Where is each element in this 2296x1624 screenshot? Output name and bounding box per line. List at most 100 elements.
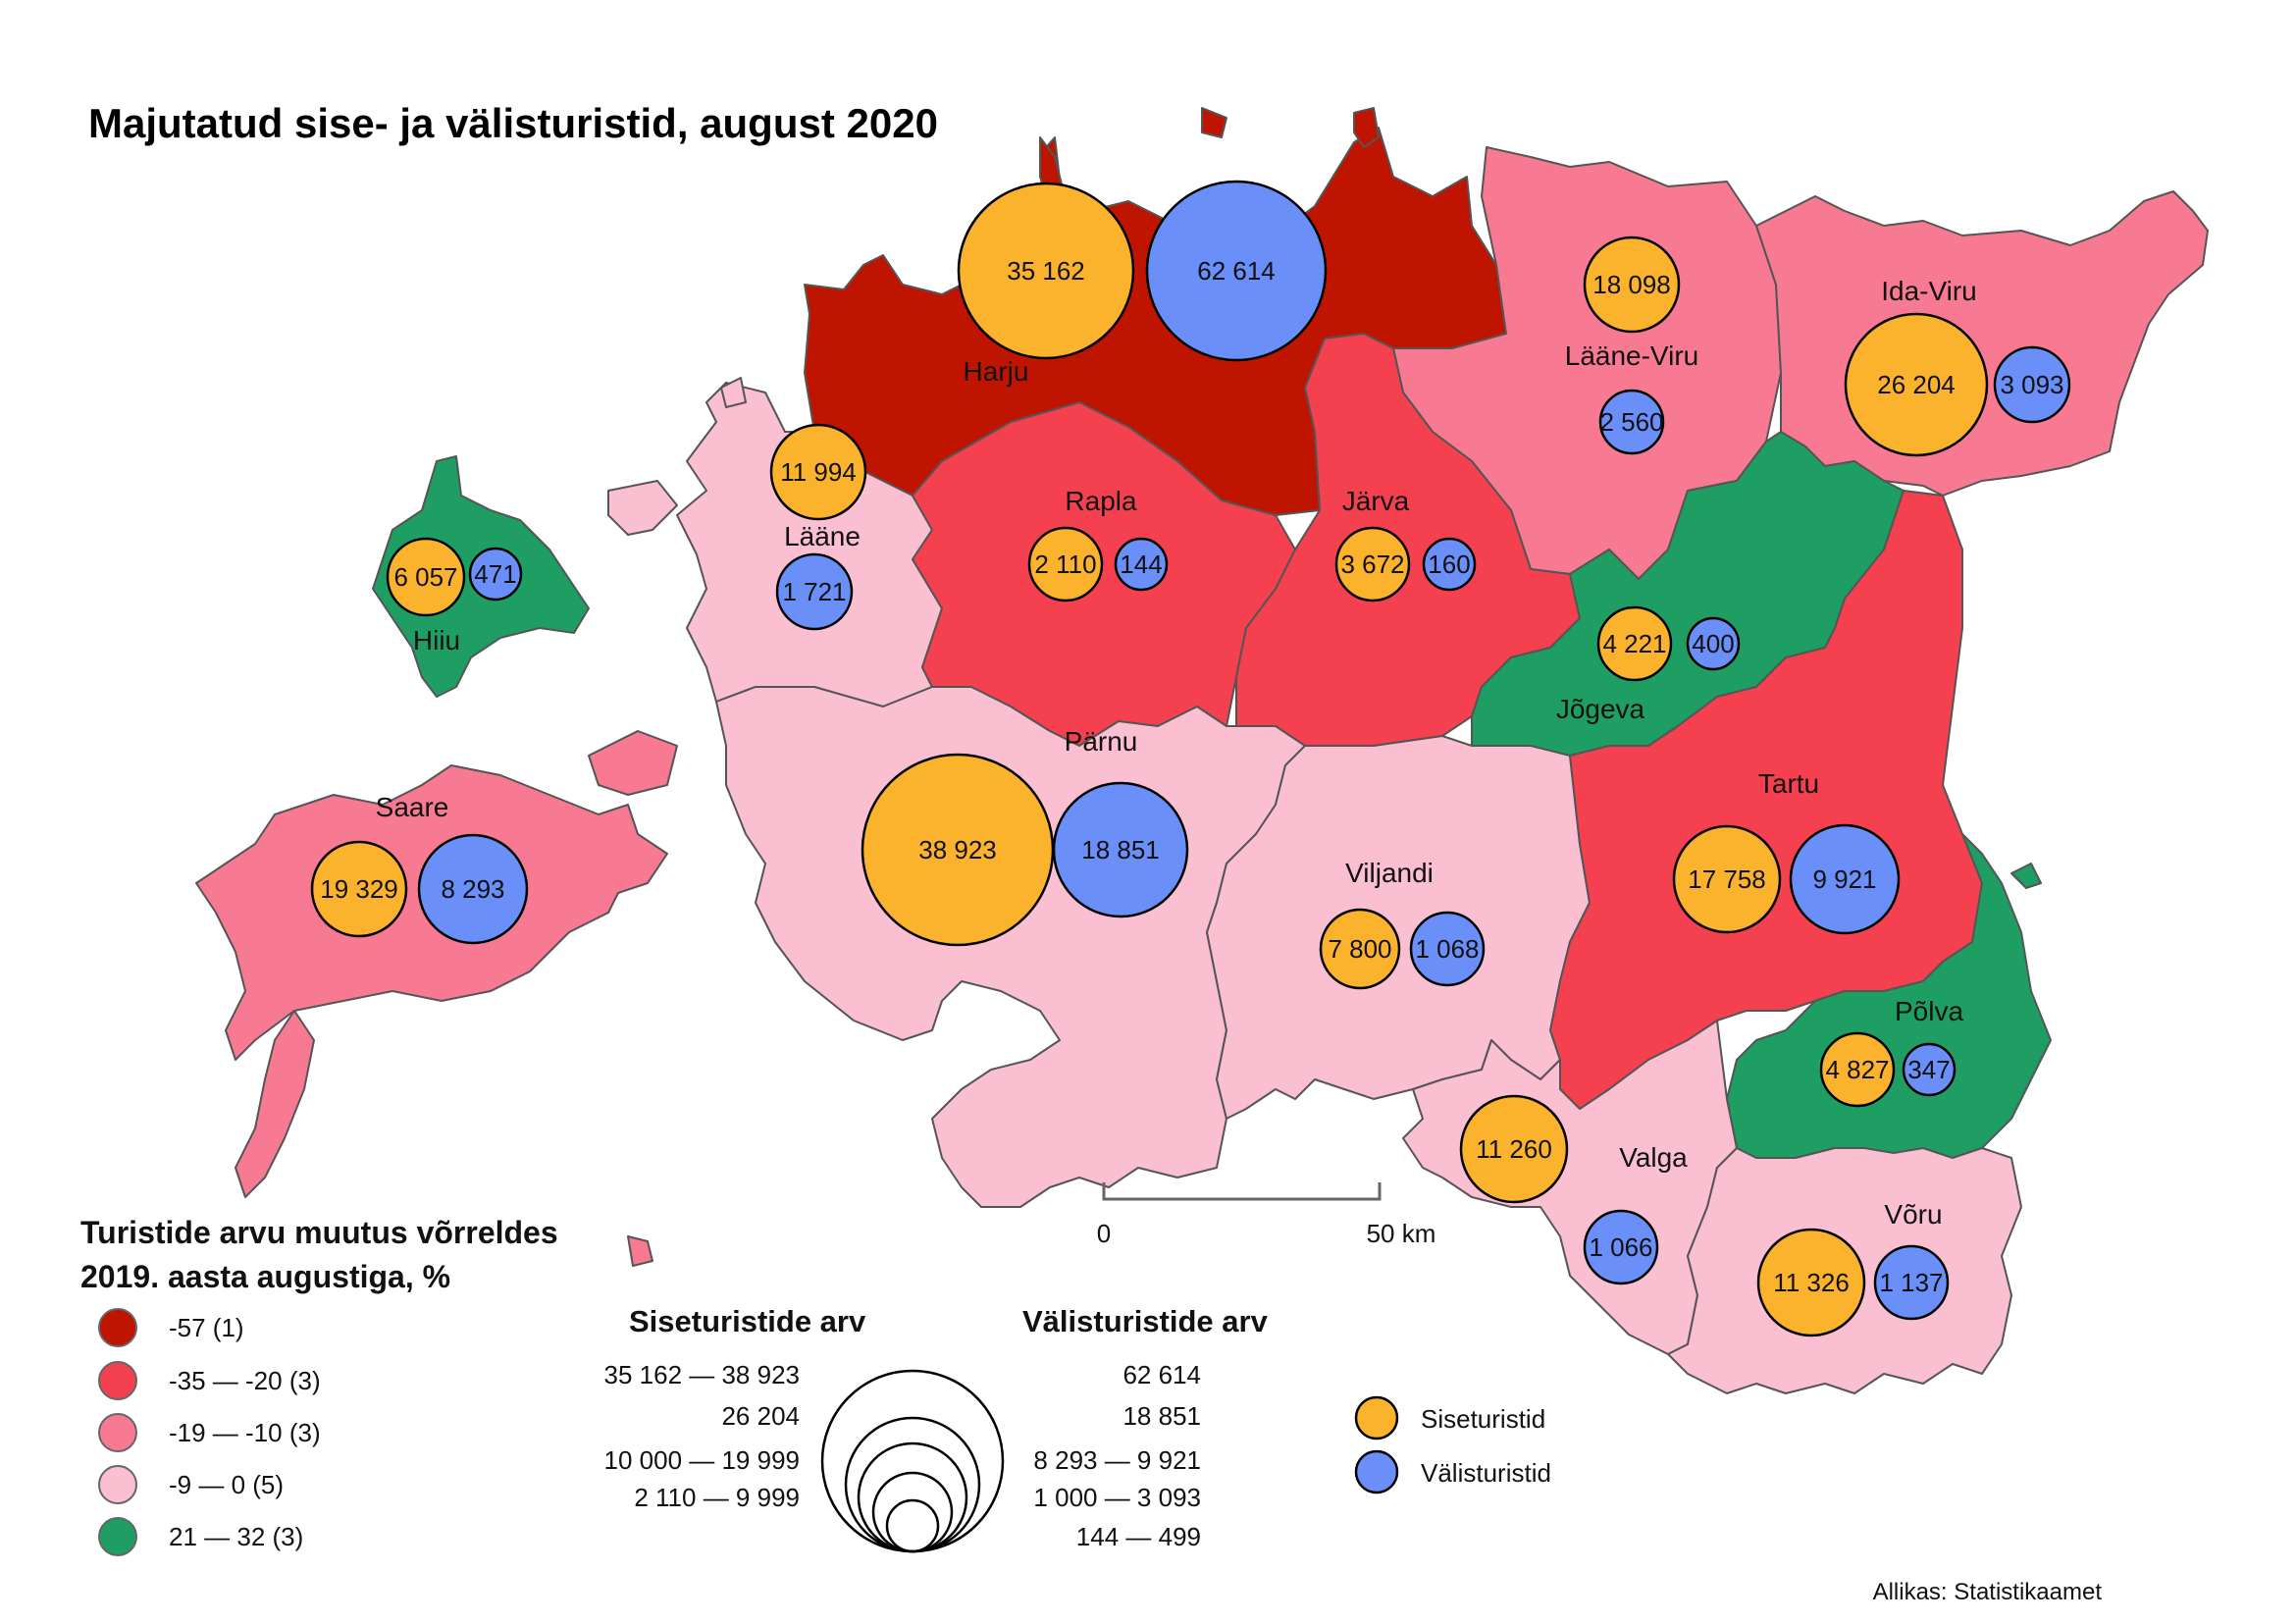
change-legend-title-line2: 2019. aasta augustiga, % — [80, 1259, 450, 1294]
value-domestic-voru: 11 326 — [1773, 1268, 1850, 1297]
change-swatch-5 — [98, 1517, 137, 1556]
region-label-tartu: Tartu — [1758, 768, 1819, 799]
region-saare-island — [627, 1235, 653, 1267]
size-circle-4 — [871, 1471, 954, 1553]
change-label-4: -9 — 0 (5) — [169, 1470, 284, 1499]
size-legend-foreign-title: Välisturistide arv — [1022, 1304, 1269, 1338]
region-laane-island — [720, 377, 747, 408]
bubble-foreign-ida-viru[interactable] — [1993, 345, 2071, 424]
region-label-jogeva: Jõgeva — [1556, 694, 1645, 724]
bubble-foreign-laane[interactable] — [775, 552, 854, 631]
bubble-foreign-laane-viru[interactable] — [1598, 389, 1665, 455]
bubble-foreign-polva[interactable] — [1902, 1042, 1957, 1097]
bubble-foreign-parnu[interactable] — [1052, 781, 1189, 918]
region-label-saare: Saare — [376, 792, 449, 822]
bubble-domestic-laane[interactable] — [769, 423, 867, 521]
regions-layer — [195, 107, 2209, 1394]
map-title: Majutatud sise- ja välisturistid, august… — [88, 100, 938, 146]
scale-bar: 0 50 km — [1097, 1182, 1435, 1248]
value-foreign-laane-viru: 2 560 — [1599, 407, 1663, 437]
bubble-domestic-jogeva[interactable] — [1596, 605, 1673, 682]
region-saare-peninsula — [235, 1010, 315, 1198]
region-label-jarva: Järva — [1342, 486, 1410, 516]
type-swatch-domestic — [1354, 1395, 1399, 1441]
bubble-foreign-valga[interactable] — [1583, 1209, 1659, 1285]
type-label-foreign: Välisturistid — [1421, 1458, 1551, 1488]
bubble-foreign-hiiu[interactable] — [468, 547, 523, 602]
value-foreign-laane: 1 721 — [782, 577, 846, 606]
value-domestic-tartu: 17 758 — [1688, 864, 1766, 894]
bubble-foreign-saare[interactable] — [417, 833, 529, 945]
size-domestic-range-2: 26 204 — [721, 1401, 800, 1431]
value-domestic-saare: 19 329 — [320, 874, 398, 904]
change-swatch-4 — [98, 1465, 137, 1504]
scale-bar-line — [1102, 1182, 1382, 1201]
region-harju-island — [1353, 107, 1380, 148]
region-label-laane: Lääne — [784, 521, 861, 551]
region-labels: Harju Lääne-Viru Ida-Viru Lääne Hiiu Rap… — [376, 276, 1977, 1230]
change-label-1: -57 (1) — [169, 1313, 244, 1342]
change-swatch-3 — [98, 1413, 137, 1452]
region-ida-viru[interactable] — [1755, 190, 2209, 497]
value-foreign-valga: 1 066 — [1589, 1232, 1652, 1262]
value-foreign-jogeva: 400 — [1692, 629, 1734, 658]
bubble-domestic-polva[interactable] — [1819, 1031, 1896, 1108]
change-swatch-1 — [98, 1308, 137, 1347]
bubble-domestic-voru[interactable] — [1756, 1228, 1866, 1337]
value-foreign-hiiu: 471 — [474, 559, 516, 589]
change-legend-title-line1: Turistide arvu muutus võrreldes — [80, 1215, 558, 1250]
value-domestic-viljandi: 7 800 — [1328, 934, 1391, 964]
bubble-domestic-rapla[interactable] — [1027, 526, 1104, 602]
bubble-labels: 35 162 62 614 18 098 2 560 26 204 3 093 … — [320, 256, 2063, 1297]
bubble-domestic-ida-viru[interactable] — [1844, 312, 1989, 457]
bubble-foreign-voru[interactable] — [1873, 1244, 1950, 1321]
bubble-domestic-valga[interactable] — [1459, 1094, 1569, 1204]
value-domestic-jogeva: 4 221 — [1602, 629, 1666, 658]
value-foreign-jarva: 160 — [1428, 550, 1470, 579]
size-domestic-range-1: 35 162 — 38 923 — [604, 1360, 801, 1389]
bubble-foreign-jogeva[interactable] — [1686, 616, 1741, 671]
region-harju-island — [1201, 107, 1227, 138]
region-label-polva: Põlva — [1895, 996, 1963, 1026]
region-label-harju: Harju — [964, 356, 1029, 387]
bubble-foreign-harju[interactable] — [1145, 180, 1328, 362]
bubble-foreign-jarva[interactable] — [1422, 537, 1477, 592]
value-domestic-harju: 35 162 — [1007, 256, 1085, 286]
bubble-foreign-tartu[interactable] — [1789, 823, 1901, 935]
value-foreign-harju: 62 614 — [1197, 256, 1276, 286]
value-foreign-tartu: 9 921 — [1812, 864, 1876, 894]
size-legend-domestic-title: Siseturistide arv — [629, 1304, 866, 1338]
bubble-domestic-jarva[interactable] — [1334, 526, 1411, 602]
size-foreign-range-4: 1 000 — 3 093 — [1033, 1483, 1201, 1512]
region-label-parnu: Pärnu — [1065, 726, 1138, 757]
region-label-voru: Võru — [1884, 1199, 1942, 1230]
value-domestic-ida-viru: 26 204 — [1877, 370, 1956, 399]
value-foreign-rapla: 144 — [1120, 550, 1162, 579]
value-foreign-ida-viru: 3 093 — [2000, 370, 2063, 399]
bubble-domestic-laane-viru[interactable] — [1583, 236, 1681, 334]
size-foreign-range-5: 144 — 499 — [1076, 1522, 1201, 1551]
size-domestic-range-4: 2 110 — 9 999 — [634, 1483, 800, 1512]
size-foreign-range-1: 62 614 — [1122, 1360, 1201, 1389]
size-circle-5 — [885, 1498, 940, 1553]
change-swatch-2 — [98, 1361, 137, 1400]
size-legend: Siseturistide arv Välisturistide arv 35 … — [604, 1304, 1269, 1553]
change-legend: Turistide arvu muutus võrreldes 2019. aa… — [80, 1215, 558, 1556]
bubbles-layer — [310, 180, 2071, 1337]
value-domestic-rapla: 2 110 — [1034, 550, 1096, 579]
change-label-5: 21 — 32 (3) — [169, 1522, 303, 1551]
bubble-domestic-harju[interactable] — [957, 182, 1135, 360]
region-polva-lake-edge — [2010, 863, 2042, 889]
region-label-hiiu: Hiiu — [413, 625, 460, 655]
bubble-domestic-tartu[interactable] — [1672, 824, 1782, 934]
bubble-foreign-viljandi[interactable] — [1409, 911, 1486, 987]
source-note: Allikas: Statistikaamet — [1873, 1579, 2103, 1605]
bubble-domestic-viljandi[interactable] — [1319, 908, 1401, 990]
bubble-domestic-saare[interactable] — [310, 840, 408, 938]
type-swatch-foreign — [1354, 1449, 1399, 1494]
bubble-foreign-rapla[interactable] — [1114, 537, 1169, 592]
type-label-domestic: Siseturistid — [1421, 1404, 1545, 1434]
size-domestic-range-3: 10 000 — 19 999 — [604, 1445, 801, 1475]
bubble-domestic-hiiu[interactable] — [386, 537, 466, 617]
value-domestic-hiiu: 6 057 — [393, 562, 457, 592]
